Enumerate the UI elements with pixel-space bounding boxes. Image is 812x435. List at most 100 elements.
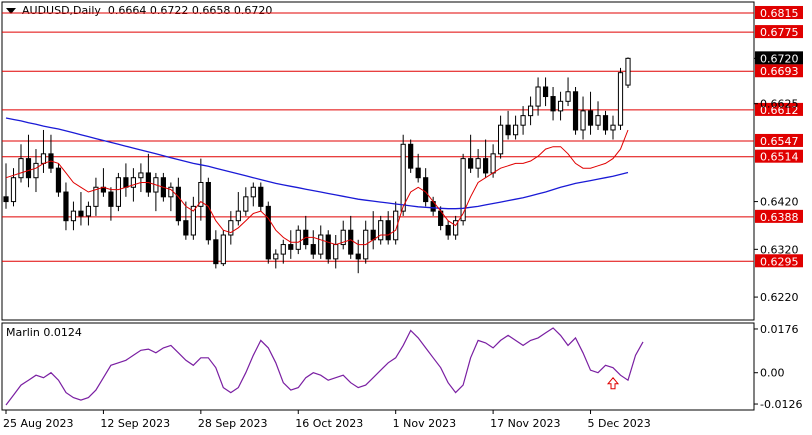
ma-slow-line	[5, 117, 629, 210]
level-label: 0.6388	[760, 211, 799, 224]
candle	[505, 110, 511, 140]
level-label: 0.6547	[760, 135, 799, 148]
candle-body	[602, 115, 609, 131]
candle	[527, 96, 534, 126]
candle	[190, 196, 196, 240]
candle	[18, 144, 24, 183]
candle	[348, 215, 354, 259]
candle-body	[580, 110, 586, 131]
candle	[415, 153, 421, 183]
ohlc-readout: 0.6664 0.6722 0.6658 0.6720	[107, 4, 273, 17]
candle	[610, 115, 616, 140]
oscillator-panel: 0.0176 0.00 -0.0126	[5, 323, 802, 411]
candle-body	[55, 167, 62, 193]
candle-body	[527, 105, 534, 117]
time-tick-label: 17 Nov 2023	[490, 417, 560, 430]
candle	[153, 172, 159, 212]
candle	[3, 163, 9, 209]
candle-body	[333, 244, 339, 260]
candle	[580, 96, 586, 140]
candle	[280, 239, 286, 264]
price-axis: 0.6720 0.6625 0.6420 0.6320 0.6220	[754, 51, 803, 304]
osc-tick-label: -0.0126	[760, 398, 802, 411]
time-tick-label: 16 Oct 2023	[295, 417, 363, 430]
candle-body	[445, 224, 451, 236]
level-label: 0.6514	[760, 151, 799, 164]
candle-body	[250, 186, 256, 198]
candle-body	[572, 91, 579, 131]
candle-body	[520, 115, 526, 126]
candle	[295, 225, 301, 255]
candle-body	[610, 124, 616, 131]
candle	[625, 57, 631, 88]
candle	[228, 211, 234, 245]
candle-body	[228, 220, 234, 236]
marlin-line	[5, 327, 644, 406]
level-label: 0.6612	[760, 104, 799, 117]
candle	[63, 182, 69, 231]
candle	[318, 225, 324, 259]
candle-body	[325, 234, 331, 260]
level-label-bg	[755, 64, 803, 78]
candle-body	[310, 244, 316, 255]
candle-body	[190, 205, 196, 236]
chart-header: AUDUSD,Daily 0.6664 0.6722 0.6658 0.6720	[6, 4, 272, 17]
candle	[408, 139, 414, 173]
candle-body	[175, 186, 181, 222]
candle-body	[18, 158, 24, 179]
osc-tick-label: 0.0176	[760, 323, 799, 336]
candle	[483, 139, 489, 178]
candle	[33, 149, 39, 193]
candle	[220, 230, 226, 267]
candle	[542, 77, 549, 107]
candle-body	[595, 115, 601, 126]
candle	[363, 220, 369, 264]
candle-body	[213, 239, 219, 265]
candle-body	[235, 210, 241, 222]
candle-body	[490, 153, 496, 174]
candle-body	[512, 124, 519, 136]
osc-tick-label: 0.00	[760, 367, 785, 380]
candle	[310, 230, 316, 259]
candle-body	[93, 186, 99, 207]
candle	[273, 249, 279, 269]
current-price-bg	[755, 51, 803, 65]
menu-triangle-icon[interactable]	[6, 8, 16, 14]
candle	[602, 110, 609, 135]
candle-body	[138, 172, 144, 179]
symbol-label: AUDUSD,Daily	[22, 4, 101, 17]
chart-frame	[1, 1, 755, 411]
candle-body	[557, 100, 564, 112]
candle-body	[318, 234, 324, 255]
candle	[123, 163, 129, 197]
candle-body	[183, 220, 189, 236]
candle	[303, 215, 309, 250]
candle-body	[355, 253, 361, 260]
up-arrow-icon	[606, 376, 620, 390]
candle	[520, 106, 526, 135]
candle	[70, 201, 77, 231]
candles	[3, 57, 631, 274]
candle-body	[393, 210, 399, 241]
candle	[340, 220, 346, 250]
candle-body	[123, 177, 129, 188]
candle-body	[273, 253, 279, 260]
candle-body	[280, 244, 286, 255]
time-tick-label: 1 Nov 2023	[393, 417, 456, 430]
price-tick-label: 0.6320	[760, 243, 799, 256]
candle	[498, 115, 504, 159]
level-label-bg	[755, 209, 803, 223]
ma-fast-line	[5, 129, 629, 246]
candle-body	[505, 124, 511, 136]
candle-body	[348, 229, 354, 255]
candle-body	[288, 244, 294, 250]
time-axis: 25 Aug 2023 12 Sep 2023 28 Sep 2023 16 Oct …	[3, 410, 651, 430]
candle	[423, 168, 429, 207]
candle-body	[542, 86, 549, 98]
candle-body	[265, 205, 271, 260]
candle	[355, 239, 361, 274]
candle	[378, 215, 384, 245]
candle	[183, 201, 189, 240]
level-label: 0.6775	[760, 26, 799, 39]
